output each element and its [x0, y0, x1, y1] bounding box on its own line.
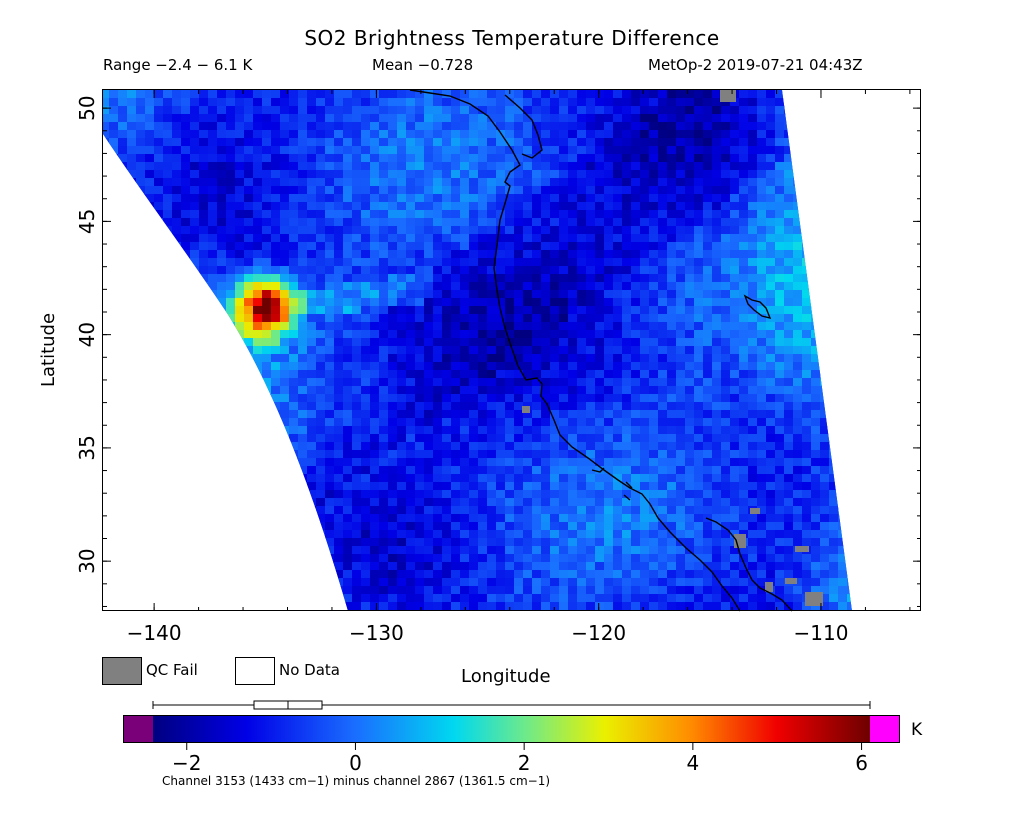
range-label: Range −2.4 − 6.1 K — [103, 56, 253, 74]
colorbar-unit: K — [911, 720, 923, 740]
coastline — [409, 89, 793, 612]
lon-tick-label: −110 — [794, 621, 849, 640]
qc-fail-label: QC Fail — [146, 661, 198, 679]
y-axis-label: Latitude — [38, 313, 59, 387]
lat-tick-label: 30 — [75, 548, 99, 573]
lat-tick-label: 45 — [75, 209, 99, 234]
mean-label: Mean −0.728 — [372, 56, 474, 74]
no-data-swatch — [235, 657, 275, 685]
channel-footnote: Channel 3153 (1433 cm−1) minus channel 2… — [162, 774, 551, 788]
qc-fail-swatch — [102, 657, 142, 685]
lat-tick-label: 35 — [75, 435, 99, 460]
colorbar-tick-label: 0 — [349, 751, 362, 775]
below-range-swatch — [123, 715, 153, 743]
colorbar-tick-label: 6 — [855, 751, 868, 775]
lat-tick-label: 40 — [75, 322, 99, 347]
box-plot — [152, 700, 871, 710]
plot-frame — [102, 89, 921, 611]
lon-tick-label: −120 — [571, 621, 626, 640]
great-salt-lake-line — [743, 294, 772, 320]
lon-tick-label: −130 — [349, 621, 404, 640]
colorbar-tick-label: −2 — [172, 751, 201, 775]
chart-title: SO2 Brightness Temperature Difference — [304, 26, 720, 50]
west-coast-line — [409, 89, 741, 612]
colorbar-gradient — [153, 715, 870, 743]
above-range-swatch — [870, 715, 900, 743]
x-axis-label: Longitude — [461, 666, 551, 687]
baja-peninsula-line — [705, 517, 793, 612]
lon-tick-label: −140 — [127, 621, 182, 640]
so2-map: −140 −130 −120 −110 30 35 40 45 50 Latitude — [38, 89, 921, 640]
satellite-time-label: MetOp-2 2019-07-21 04:43Z — [648, 56, 863, 74]
map-axes — [102, 89, 921, 611]
no-data-label: No Data — [279, 661, 340, 679]
lat-tick-label: 50 — [75, 95, 99, 120]
puget-sound-line — [504, 94, 543, 159]
colorbar-tick-label: 2 — [518, 751, 531, 775]
swath-field — [103, 90, 852, 611]
colorbar-tick-label: 4 — [686, 751, 699, 775]
channel-islands-line — [591, 467, 633, 501]
